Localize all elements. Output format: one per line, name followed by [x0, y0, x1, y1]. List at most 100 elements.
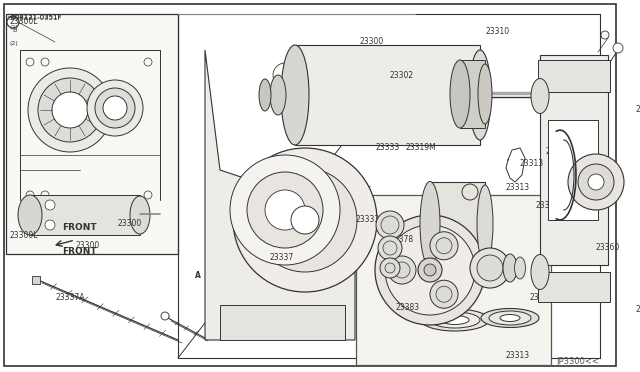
Circle shape: [291, 206, 319, 234]
Circle shape: [273, 63, 297, 87]
Circle shape: [436, 238, 452, 254]
Bar: [460, 60, 485, 128]
Text: 23302: 23302: [390, 71, 414, 80]
Circle shape: [375, 215, 485, 325]
Ellipse shape: [270, 75, 286, 115]
Circle shape: [430, 280, 458, 308]
Circle shape: [45, 200, 55, 210]
Ellipse shape: [421, 309, 489, 331]
Circle shape: [247, 172, 323, 248]
Circle shape: [95, 88, 135, 128]
Polygon shape: [205, 50, 355, 340]
Text: B: B: [8, 16, 12, 20]
Circle shape: [103, 96, 127, 120]
Circle shape: [424, 264, 436, 276]
Text: 23300L: 23300L: [10, 17, 38, 26]
Bar: [548, 120, 598, 220]
Circle shape: [601, 31, 609, 39]
Ellipse shape: [281, 45, 309, 145]
Bar: [295, 45, 480, 145]
Ellipse shape: [259, 79, 271, 111]
Circle shape: [385, 225, 475, 315]
Circle shape: [265, 190, 305, 230]
Text: 23378: 23378: [390, 235, 414, 244]
Circle shape: [376, 211, 404, 239]
Ellipse shape: [18, 195, 42, 235]
Ellipse shape: [469, 50, 491, 140]
Circle shape: [578, 164, 614, 200]
Text: 23300L: 23300L: [10, 231, 38, 240]
Ellipse shape: [478, 64, 492, 124]
Text: 23319M: 23319M: [405, 144, 436, 153]
Circle shape: [45, 220, 55, 230]
Bar: [220, 305, 345, 340]
Ellipse shape: [481, 308, 539, 327]
Text: B: B: [12, 28, 16, 32]
Bar: [32, 276, 40, 284]
Circle shape: [470, 248, 510, 288]
Ellipse shape: [441, 315, 469, 324]
Ellipse shape: [503, 254, 517, 282]
Text: 23337: 23337: [270, 253, 294, 263]
Ellipse shape: [130, 196, 150, 234]
Circle shape: [253, 168, 357, 272]
Text: 23354: 23354: [636, 305, 640, 314]
Ellipse shape: [430, 312, 480, 328]
Circle shape: [588, 174, 604, 190]
Text: JP3300<<: JP3300<<: [556, 357, 599, 366]
Bar: [356, 195, 551, 365]
Text: 23312: 23312: [530, 294, 554, 302]
Circle shape: [462, 184, 478, 200]
Text: 23300: 23300: [118, 219, 142, 228]
Text: (2): (2): [10, 26, 19, 31]
Bar: [538, 272, 610, 302]
Circle shape: [161, 312, 169, 320]
Circle shape: [388, 256, 416, 284]
Circle shape: [477, 255, 503, 281]
Text: FRONT: FRONT: [62, 247, 97, 257]
Circle shape: [381, 216, 399, 234]
Circle shape: [568, 154, 624, 210]
Ellipse shape: [450, 60, 470, 128]
Circle shape: [38, 78, 102, 142]
Text: 23385: 23385: [535, 202, 559, 211]
Circle shape: [418, 258, 442, 282]
Bar: [6, 14, 178, 254]
Ellipse shape: [420, 182, 440, 266]
Circle shape: [87, 80, 143, 136]
Text: 23337A: 23337A: [56, 294, 86, 302]
Text: 23300: 23300: [75, 241, 99, 250]
Text: 23313: 23313: [520, 160, 544, 169]
Text: B08121-0351F: B08121-0351F: [10, 15, 61, 21]
Ellipse shape: [500, 314, 520, 321]
Bar: [540, 55, 608, 265]
Circle shape: [7, 16, 19, 28]
Circle shape: [230, 155, 340, 265]
Text: 23360: 23360: [595, 244, 620, 253]
Circle shape: [383, 241, 397, 255]
Circle shape: [275, 190, 335, 250]
Text: 23310: 23310: [485, 28, 509, 36]
Text: 23343: 23343: [545, 148, 569, 157]
Ellipse shape: [531, 254, 549, 289]
Circle shape: [233, 148, 377, 292]
Text: (2): (2): [10, 42, 19, 46]
Text: 23322: 23322: [635, 106, 640, 115]
Circle shape: [430, 232, 458, 260]
Text: 23333: 23333: [355, 215, 380, 224]
Ellipse shape: [489, 311, 531, 325]
Bar: [538, 60, 610, 92]
Bar: [30, 195, 140, 235]
Circle shape: [28, 68, 112, 152]
Bar: [430, 182, 485, 267]
Text: 23313: 23313: [505, 183, 529, 192]
Text: 23333: 23333: [375, 144, 399, 153]
Text: A: A: [195, 270, 201, 279]
Circle shape: [52, 92, 88, 128]
Text: 23313: 23313: [505, 352, 529, 360]
Circle shape: [613, 43, 623, 53]
Text: FRONT: FRONT: [62, 224, 97, 232]
Text: 23383: 23383: [395, 304, 419, 312]
Ellipse shape: [515, 257, 525, 279]
Circle shape: [385, 263, 395, 273]
